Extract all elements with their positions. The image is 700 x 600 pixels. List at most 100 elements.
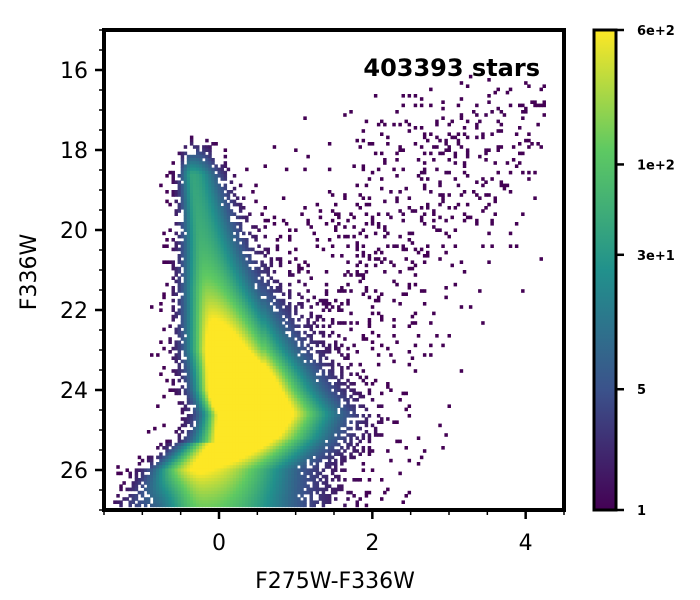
heatmap-cell — [309, 391, 313, 396]
heatmap-cell — [229, 353, 234, 357]
heatmap-cell — [196, 273, 200, 277]
heatmap-cell — [235, 324, 240, 328]
heatmap-cell — [281, 218, 286, 223]
heatmap-cell — [223, 430, 228, 434]
heatmap-cell — [242, 311, 246, 316]
heatmap-cell — [186, 247, 191, 252]
heatmap-cell — [251, 343, 255, 348]
heatmap-cell — [263, 362, 267, 367]
heatmap-cell — [220, 458, 224, 463]
heatmap-cell — [214, 266, 218, 271]
heatmap-cell — [153, 474, 157, 479]
heatmap-cell — [186, 362, 191, 367]
heatmap-cell — [257, 279, 261, 284]
heatmap-cell — [367, 202, 372, 207]
heatmap-cell — [324, 407, 329, 412]
heatmap-cell — [189, 228, 194, 232]
heatmap-cell — [205, 385, 209, 389]
heatmap-cell — [275, 289, 280, 293]
heatmap-cell — [211, 340, 215, 344]
heatmap-cell — [174, 369, 178, 373]
heatmap-cell — [159, 484, 163, 488]
heatmap-cell — [306, 484, 310, 488]
heatmap-cell — [297, 279, 301, 284]
heatmap-cell — [281, 494, 286, 498]
heatmap-cell — [186, 327, 191, 332]
heatmap-cell — [162, 295, 166, 300]
heatmap-cell — [324, 388, 329, 392]
heatmap-cell — [232, 305, 237, 309]
heatmap-cell — [337, 388, 341, 392]
heatmap-cell — [404, 186, 408, 191]
heatmap-cell — [202, 161, 206, 165]
heatmap-cell — [340, 487, 344, 492]
heatmap-cell — [487, 202, 491, 207]
heatmap-cell — [220, 452, 224, 456]
heatmap-cell — [324, 481, 329, 485]
heatmap-cell — [251, 350, 255, 354]
heatmap-cell — [186, 180, 191, 184]
heatmap-cell — [245, 276, 249, 280]
heatmap-cell — [288, 321, 292, 325]
heatmap-cell — [238, 324, 243, 328]
heatmap-cell — [413, 273, 418, 277]
heatmap-cell — [174, 442, 178, 447]
heatmap-cell — [349, 414, 353, 418]
heatmap-cell — [315, 401, 320, 405]
heatmap-cell — [217, 266, 221, 271]
heatmap-cell — [217, 340, 221, 344]
heatmap-cell — [275, 359, 280, 364]
heatmap-cell — [238, 420, 243, 424]
heatmap-cell — [235, 446, 240, 450]
heatmap-cell — [318, 388, 323, 392]
heatmap-cell — [229, 471, 234, 476]
heatmap-cell — [192, 343, 197, 348]
heatmap-cell — [284, 391, 289, 396]
heatmap-cell — [235, 337, 240, 341]
heatmap-cell — [202, 225, 206, 229]
heatmap-cell — [380, 391, 384, 396]
heatmap-cell — [208, 148, 212, 152]
heatmap-cell — [297, 452, 301, 456]
heatmap-cell — [380, 343, 384, 348]
heatmap-cell — [220, 455, 224, 460]
heatmap-cell — [245, 337, 249, 341]
heatmap-cell — [254, 372, 258, 376]
heatmap-cell — [223, 231, 228, 236]
heatmap-cell — [453, 228, 458, 232]
heatmap-cell — [254, 234, 258, 239]
heatmap-cell — [300, 337, 304, 341]
heatmap-cell — [284, 321, 289, 325]
heatmap-cell — [150, 455, 154, 460]
heatmap-cell — [257, 298, 261, 303]
heatmap-cell — [235, 308, 240, 312]
heatmap-cell — [232, 471, 237, 476]
heatmap-cell — [278, 382, 283, 386]
heatmap-cell — [165, 244, 169, 248]
heatmap-cell — [404, 247, 408, 252]
heatmap-cell — [229, 375, 234, 380]
heatmap-cell — [337, 398, 341, 402]
heatmap-cell — [211, 273, 215, 277]
heatmap-cell — [315, 449, 320, 453]
heatmap-cell — [183, 270, 188, 274]
heatmap-cell — [383, 270, 387, 274]
heatmap-cell — [186, 215, 191, 220]
heatmap-cell — [284, 334, 289, 338]
heatmap-cell — [214, 279, 218, 284]
heatmap-cell — [303, 468, 307, 472]
heatmap-cell — [263, 436, 267, 440]
heatmap-cell — [199, 286, 203, 290]
heatmap-cell — [177, 487, 182, 492]
heatmap-cell — [533, 103, 537, 108]
heatmap-cell — [291, 410, 295, 415]
heatmap-cell — [327, 494, 332, 498]
heatmap-cell — [327, 436, 332, 440]
heatmap-cell — [202, 193, 206, 197]
heatmap-cell — [226, 346, 231, 351]
heatmap-cell — [373, 289, 378, 293]
heatmap-cell — [183, 209, 188, 213]
heatmap-cell — [196, 292, 200, 296]
heatmap-cell — [235, 254, 240, 258]
heatmap-cell — [263, 346, 267, 351]
